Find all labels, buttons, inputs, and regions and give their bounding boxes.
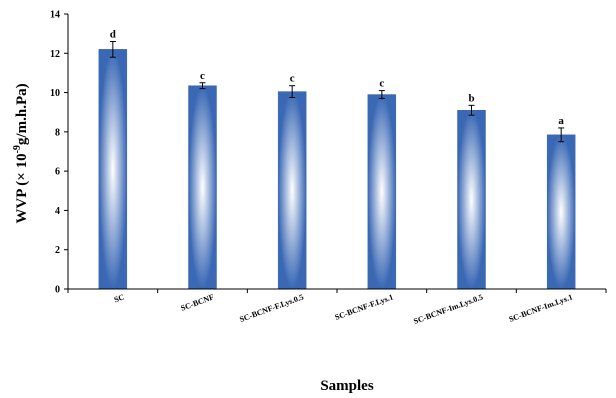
x-tick-label: SC (113, 292, 126, 304)
x-tick-label: SC-BCNF (180, 292, 216, 312)
x-axis-title: Samples (320, 378, 374, 394)
significance-letter: b (468, 92, 474, 104)
y-axis-title: WVP (× 10-9g/m.h.Pa) (12, 83, 30, 223)
x-tick-label: SC-BCNF-F.Lys.1 (334, 292, 395, 321)
y-tick-label: 4 (55, 206, 60, 217)
significance-labels: d c c c b a (110, 29, 565, 127)
significance-letter: d (110, 29, 116, 41)
bar (546, 134, 576, 290)
x-tick-label: SC-BCNF-Im.Lys.1 (508, 292, 574, 323)
y-tick-label: 10 (50, 88, 60, 99)
bar (277, 91, 307, 290)
y-axis-title-exponent: -9 (12, 145, 23, 153)
significance-letter: a (558, 115, 564, 127)
y-axis-title-unit: g/m.h.Pa) (14, 83, 30, 145)
x-tick-label: SC-BCNF-F.Lys.0.5 (238, 292, 305, 324)
x-axis-ticks: SC SC-BCNF SC-BCNF-F.Lys.0.5 SC-BCNF-F.Lys.… (67, 289, 607, 326)
bar (98, 49, 128, 290)
significance-letter: c (290, 73, 295, 85)
x-tick-label: SC-BCNF-Im.Lys.0.5 (412, 292, 484, 325)
significance-letter: c (379, 78, 384, 90)
bar (367, 94, 397, 290)
bar-series (98, 49, 576, 290)
bar (457, 110, 486, 290)
y-axis-ticks: 0 2 4 6 8 10 12 14 (50, 10, 68, 296)
y-tick-label: 8 (55, 127, 60, 138)
y-tick-label: 0 (55, 285, 60, 296)
significance-letter: c (200, 70, 205, 82)
y-tick-label: 14 (50, 10, 60, 21)
y-axis-title-main: WVP (× 10 (14, 153, 30, 223)
bar (188, 85, 217, 290)
y-tick-label: 12 (50, 49, 60, 60)
y-tick-label: 2 (55, 245, 60, 256)
error-bars (109, 41, 565, 143)
y-tick-label: 6 (55, 167, 60, 178)
